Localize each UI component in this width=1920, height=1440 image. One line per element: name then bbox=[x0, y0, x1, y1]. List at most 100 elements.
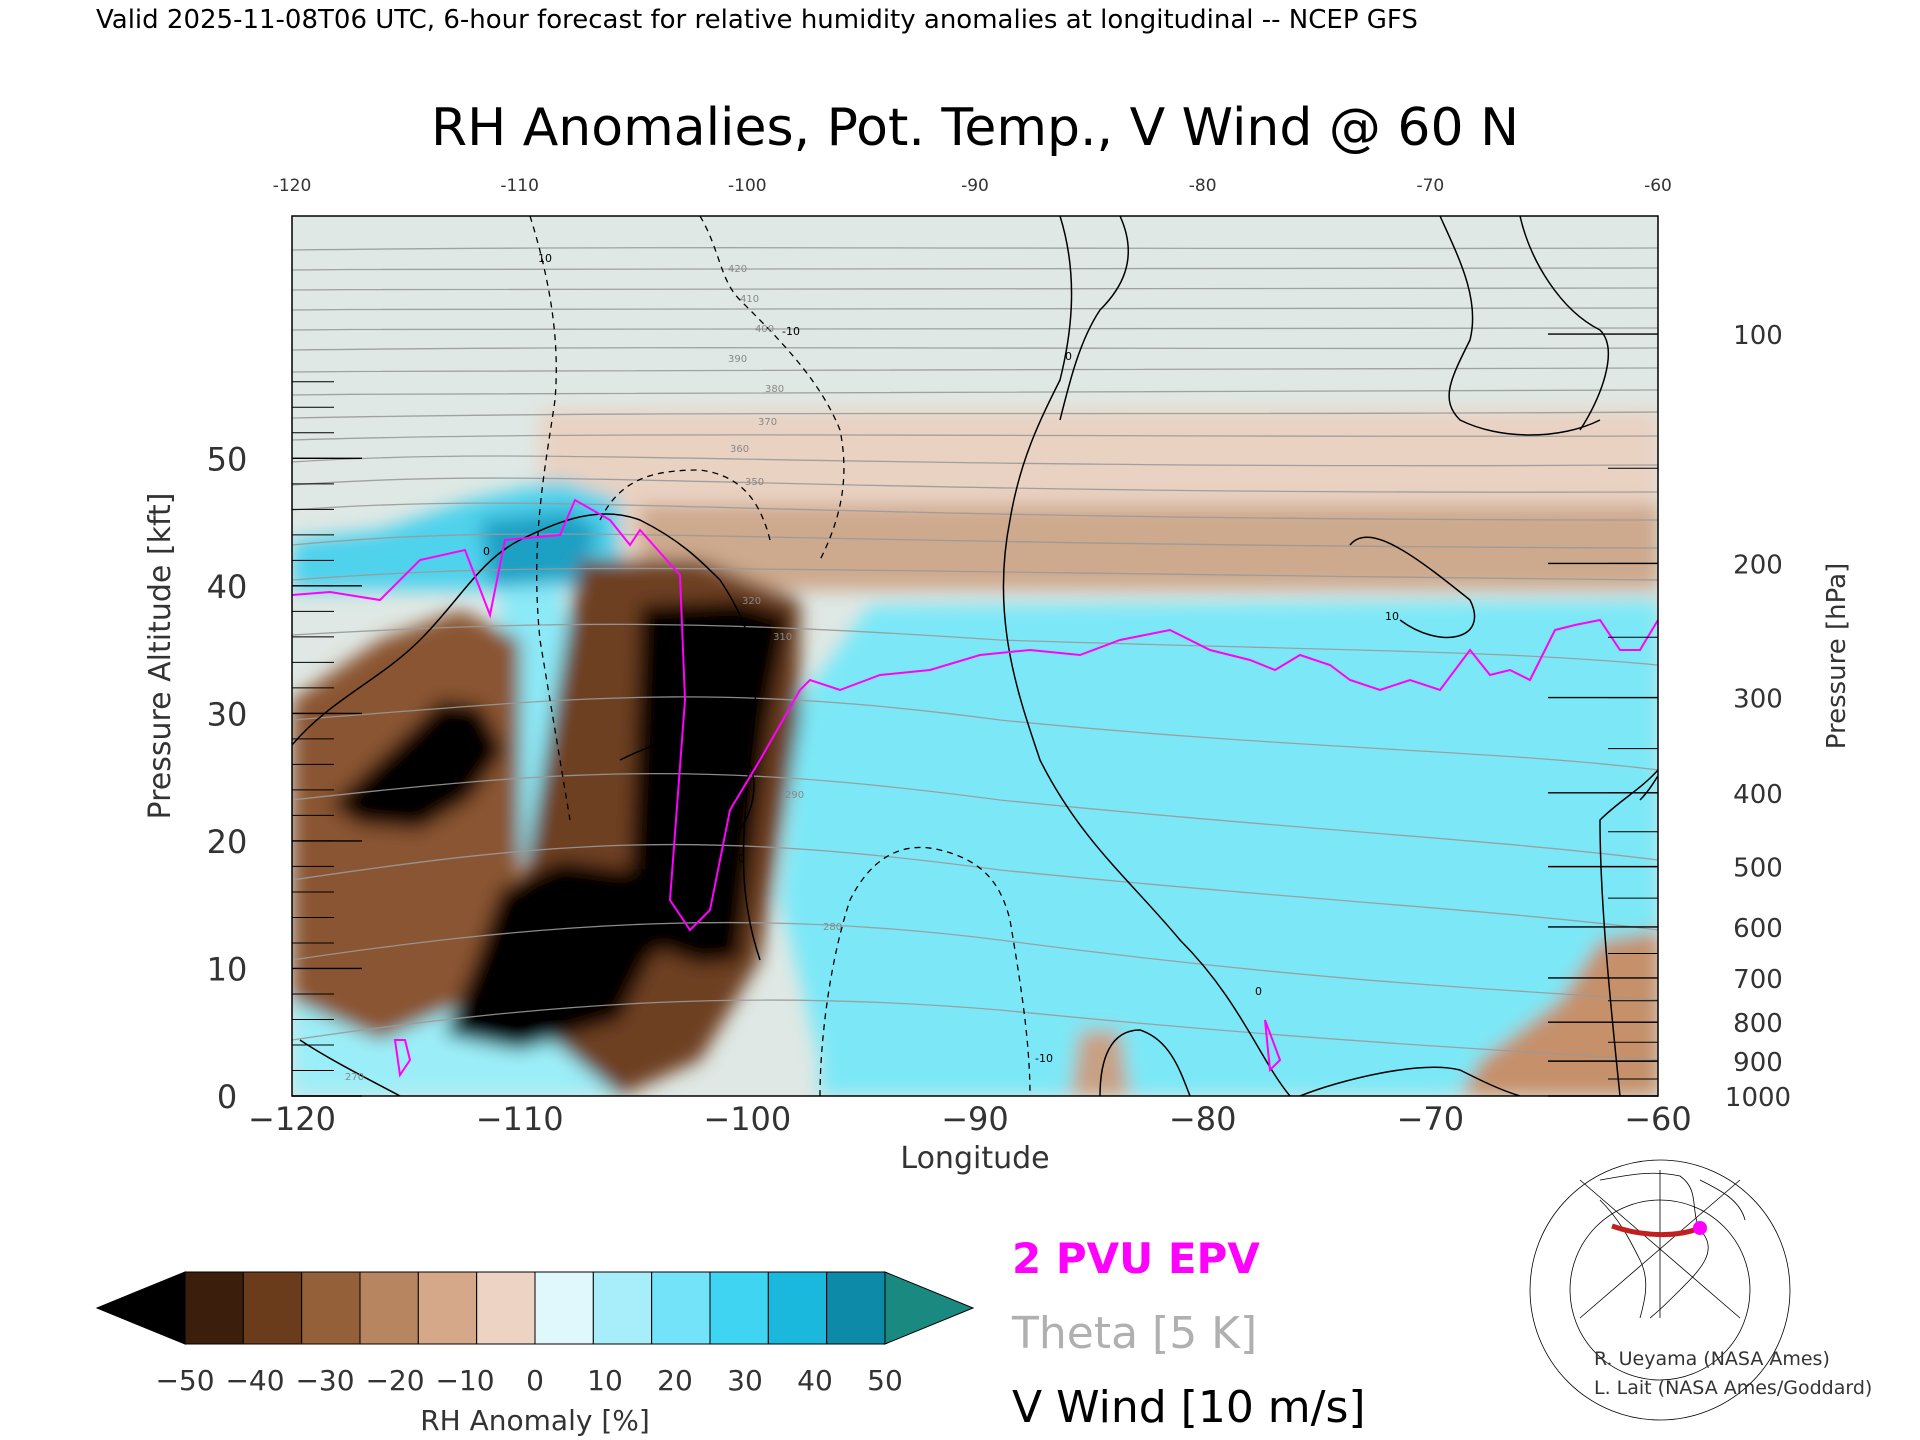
vwind-label: 0 bbox=[738, 852, 745, 865]
vwind-negative-contours bbox=[529, 216, 1031, 1096]
colorbar-tick-label: −40 bbox=[225, 1364, 284, 1397]
y-tick-label: 40 bbox=[207, 568, 248, 606]
colorbar: −50 −40 −30 −20 −10 0 10 20 30 40 50 bbox=[95, 1271, 975, 1397]
colorbar-tick-label: 30 bbox=[727, 1364, 763, 1397]
x-tick-label: −80 bbox=[1169, 1100, 1237, 1138]
colorbar-bin bbox=[534, 1271, 594, 1345]
y-tick-right-label: 300 bbox=[1733, 685, 1783, 715]
x-tick-label: −70 bbox=[1397, 1100, 1465, 1138]
x-axis-label: Longitude bbox=[900, 1141, 1049, 1176]
legend-epv: 2 PVU EPV bbox=[1012, 1234, 1260, 1283]
map-meridian bbox=[1579, 1179, 1741, 1319]
colorbar-tick-label: 20 bbox=[657, 1364, 693, 1397]
theta-label: 290 bbox=[785, 790, 804, 801]
theta-label: 370 bbox=[758, 417, 777, 428]
legend-vwind: V Wind [10 m/s] bbox=[1012, 1382, 1366, 1433]
y-tick-label: 20 bbox=[207, 823, 248, 861]
x-tick-label: −60 bbox=[1624, 1100, 1692, 1138]
colorbar-bin bbox=[592, 1271, 653, 1345]
colorbar-bin bbox=[301, 1271, 361, 1345]
vwind-label: 10 bbox=[1385, 610, 1399, 623]
y-tick-label: 0 bbox=[217, 1078, 237, 1116]
epv-2pvu-line bbox=[292, 498, 1658, 932]
vwind-label: 10 bbox=[538, 252, 552, 265]
y-tick-right-label: 900 bbox=[1733, 1048, 1783, 1078]
colorbar-bin bbox=[709, 1271, 769, 1345]
epv-sfc-east bbox=[1264, 1019, 1282, 1073]
theta-label: 390 bbox=[728, 354, 747, 365]
colorbar-tick-label: 40 bbox=[797, 1364, 833, 1397]
x-tick-top-label: -120 bbox=[273, 176, 312, 196]
x-tick-top-label: -80 bbox=[1189, 176, 1217, 196]
map-marker bbox=[1693, 1221, 1707, 1235]
y-axis-label-right: Pressure [hPa] bbox=[1822, 563, 1852, 750]
vwind-contours bbox=[292, 216, 1658, 1096]
theta-label: 400 bbox=[755, 324, 774, 335]
vwind-labels: 10 0 -10 0 10 0 0 -10 bbox=[483, 252, 1399, 1065]
colorbar-tick-label: −50 bbox=[155, 1364, 214, 1397]
map-coastline bbox=[1699, 1179, 1746, 1221]
moist-upper-core bbox=[480, 510, 600, 585]
y-tick-right-label: 100 bbox=[1733, 321, 1783, 351]
y-tick-label: 30 bbox=[207, 695, 248, 733]
vwind-label: -10 bbox=[1035, 1052, 1053, 1065]
legend-theta: Theta [5 K] bbox=[1011, 1308, 1257, 1359]
chart-title: RH Anomalies, Pot. Temp., V Wind @ 60 N bbox=[431, 98, 1519, 158]
vwind-label: 0 bbox=[483, 545, 490, 558]
colorbar-tick-label: −20 bbox=[365, 1364, 424, 1397]
theta-label: 320 bbox=[742, 596, 761, 607]
colorbar-bin bbox=[184, 1271, 244, 1345]
colorbar-bin bbox=[417, 1271, 478, 1345]
colorbar-bin bbox=[767, 1271, 828, 1345]
colorbar-bin bbox=[476, 1271, 536, 1345]
colorbar-tick-label: 0 bbox=[526, 1364, 544, 1397]
theta-label: 270 bbox=[345, 1072, 364, 1083]
colorbar-tick-label: 10 bbox=[587, 1364, 623, 1397]
theta-labels: 420 410 400 390 380 370 360 350 320 310 … bbox=[345, 264, 842, 1083]
y-tick-right-label: 600 bbox=[1733, 914, 1783, 944]
x-tick-label: −90 bbox=[941, 1100, 1009, 1138]
theta-label: 360 bbox=[730, 444, 749, 455]
theta-label: 280 bbox=[823, 922, 842, 933]
colorbar-bin bbox=[826, 1271, 886, 1345]
top-axis-labels: -120 -110 -100 -90 -80 -70 -60 bbox=[273, 176, 1672, 196]
dry-tongue bbox=[330, 700, 505, 830]
theta-label: 380 bbox=[765, 384, 784, 395]
colorbar-bin bbox=[651, 1271, 711, 1345]
map-inset bbox=[1529, 1159, 1791, 1421]
colorbar-tick-label: −10 bbox=[435, 1364, 494, 1397]
moist-troposphere bbox=[780, 600, 1658, 1096]
vwind-label: 0 bbox=[1065, 350, 1072, 363]
colorbar-bin bbox=[242, 1271, 303, 1345]
x-tick-label: −110 bbox=[476, 1100, 564, 1138]
colorbar-low-arrow bbox=[95, 1271, 186, 1345]
x-tick-label: −100 bbox=[703, 1100, 791, 1138]
credit-line-1: R. Ueyama (NASA Ames) bbox=[1594, 1348, 1830, 1370]
x-tick-top-label: -110 bbox=[500, 176, 539, 196]
vwind-label: 0 bbox=[1255, 985, 1262, 998]
y-tick-right-label: 200 bbox=[1733, 550, 1783, 580]
theta-label: 350 bbox=[745, 477, 764, 488]
sfc-tan-mid bbox=[1070, 1030, 1130, 1096]
rh-anomaly-field bbox=[292, 216, 1658, 1096]
x-tick-top-label: -100 bbox=[728, 176, 767, 196]
plot-frame bbox=[291, 215, 1659, 1097]
colorbar-high-arrow bbox=[884, 1271, 975, 1345]
y-tick-right-label: 500 bbox=[1733, 854, 1783, 884]
theta-label: 310 bbox=[773, 632, 792, 643]
vwind-label: -10 bbox=[782, 325, 800, 338]
dry-core bbox=[445, 600, 790, 1050]
y-tick-label: 10 bbox=[207, 950, 248, 988]
colorbar-tick-label: 50 bbox=[867, 1364, 903, 1397]
credit-line-2: L. Lait (NASA Ames/Goddard) bbox=[1594, 1377, 1872, 1399]
colorbar-bin bbox=[359, 1271, 419, 1345]
x-tick-top-label: -90 bbox=[961, 176, 989, 196]
right-axis-ticks: 100 200 300 400 500 600 700 800 900 1000 bbox=[1548, 321, 1791, 1113]
colorbar-tick-label: −30 bbox=[295, 1364, 354, 1397]
map-latitude-circle bbox=[1529, 1159, 1791, 1421]
y-tick-right-label: 800 bbox=[1733, 1009, 1783, 1039]
y-tick-right-label: 400 bbox=[1733, 780, 1783, 810]
theta-label: 410 bbox=[740, 294, 759, 305]
valid-line: Valid 2025-11-08T06 UTC, 6-hour forecast… bbox=[96, 5, 1418, 35]
